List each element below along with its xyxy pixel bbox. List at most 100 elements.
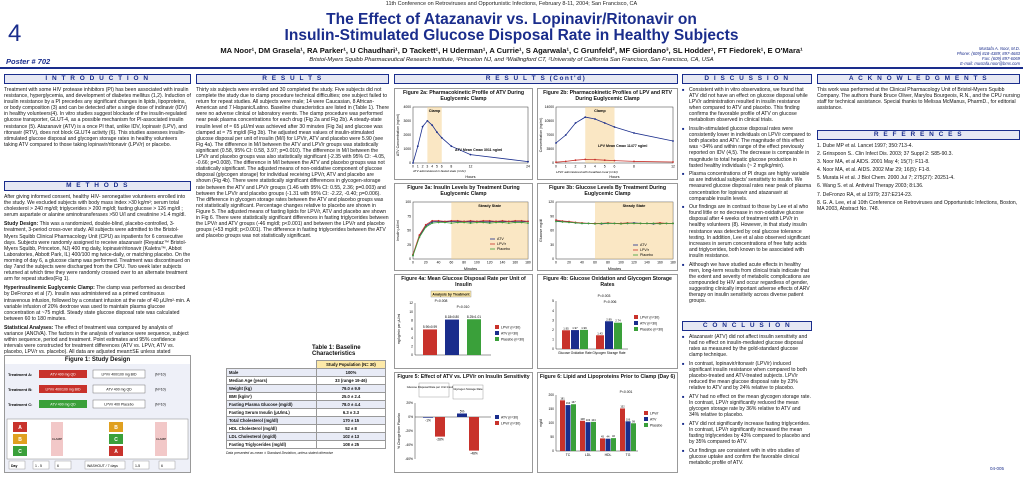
data-point	[495, 221, 497, 224]
y-tick-label: 0	[552, 161, 554, 165]
x-tick-label: 140	[644, 261, 650, 265]
p-value-label: P=0.008	[435, 299, 448, 303]
day-label: 1-5	[135, 464, 140, 468]
data-point	[424, 223, 427, 226]
category-label: Glucose Disposal Rate per Unit Insulin (…	[407, 385, 461, 389]
data-point	[431, 219, 434, 222]
table-cell-label: Fasting Triglycerides (mg/dl)	[226, 440, 317, 449]
chart-caption: LPV/r administered with breakfast meal (…	[556, 170, 618, 174]
figure-2b-title: Figure 2b: Pharmacokinetic Profiles of L…	[543, 90, 672, 102]
x-axis-label: Minutes	[608, 267, 621, 271]
y-tick-label: 50	[407, 229, 411, 233]
data-point	[665, 222, 668, 225]
data-point	[564, 160, 567, 163]
data-point	[469, 222, 472, 224]
y-tick-label: 2	[411, 345, 413, 349]
conclusion-header: C O N C L U S I O N	[682, 321, 812, 331]
figure-3a-title: Figure 3a: Insulin Levels by Treatment D…	[407, 185, 520, 197]
bar-1-1	[605, 321, 613, 349]
clamp-heading: Hyperinsulinemic Euglycemic Clamp:	[4, 285, 95, 292]
x-tick-label: 40	[437, 261, 441, 265]
y-axis-label: Insulin μU/ml	[396, 220, 400, 241]
period-1-box	[13, 422, 27, 432]
legend-swatch	[495, 331, 499, 335]
bar-value-label: 2.74	[615, 319, 621, 323]
data-point	[424, 226, 427, 228]
data-point	[482, 221, 485, 224]
y-tick-label: 3500	[546, 147, 554, 151]
stats-heading: Statistical Analyses:	[4, 324, 54, 331]
data-point	[555, 220, 557, 223]
analysis-box	[430, 290, 472, 298]
x-tick-label: 6	[614, 165, 616, 169]
x-tick-label: 5	[436, 165, 438, 169]
figure-4b-chart: 0 1 2 3 4 5 1.95 1.97 1.99 Glucose Oxidation Rate…	[552, 294, 663, 355]
bar-value-label: 1.43	[597, 331, 603, 335]
x-tick-label: 160	[512, 261, 518, 265]
y-tick-label: 10500	[545, 119, 555, 123]
contact-fax: Fax: (609) 897-6069	[982, 56, 1020, 61]
legend-swatch	[644, 411, 648, 415]
table-col-header: Study Population (N= 30)	[316, 360, 386, 369]
day-cell	[132, 460, 150, 470]
period-2-box	[109, 434, 123, 444]
x-tick-label: 8	[450, 165, 452, 169]
y-tick-label: 3000	[403, 119, 411, 123]
data-point	[501, 219, 504, 222]
affiliations: Bristol-Myers Squibb Pharmaceutical Rese…	[309, 57, 714, 63]
legend-swatch	[495, 421, 499, 425]
y-tick-label: 120	[548, 200, 554, 204]
x-tick-label: 140	[500, 261, 506, 265]
table-row: LDL Cholesterol (mg/dl) 102 ± 13	[226, 432, 386, 441]
bar-0-0	[562, 330, 570, 349]
y-tick-label: 0%	[408, 415, 413, 419]
data-point	[412, 162, 414, 164]
bar-0-1	[565, 405, 571, 451]
legend-label: Placebo (n=30)	[640, 328, 663, 332]
x-tick-label: 12	[671, 165, 675, 169]
x-tick-label: 120	[487, 261, 493, 265]
figure-6-title: Figure 6: Lipid and Lipoproteins Prior t…	[539, 374, 676, 380]
table-cell-label: Total Cholesterol (mg/dl)	[226, 416, 317, 425]
day-label: 6	[161, 464, 163, 468]
y-tick-label: 1	[552, 338, 554, 342]
bar-value-label: -1%	[425, 419, 431, 423]
data-point	[520, 219, 523, 222]
x-tick-label: 2	[422, 165, 424, 169]
x-tick-label: 0	[412, 261, 414, 265]
p-value-label: P=0.010	[457, 305, 470, 309]
table-cell-label: Median Age (years)	[226, 376, 317, 385]
legend-swatch	[634, 321, 638, 325]
period-2-box	[109, 422, 123, 432]
category-label: LDL	[585, 453, 591, 457]
y-tick-label: 25	[407, 243, 411, 247]
x-tick-label: 20	[424, 261, 428, 265]
bar-value-label: 8.18±0.80	[445, 315, 459, 319]
study-design-heading: Study Design:	[4, 221, 39, 228]
y-tick-label: -20%	[405, 429, 413, 433]
conclusion-item: ATV did not significantly increase fasti…	[682, 421, 812, 445]
figure-4a-chart: Analysis by Treatment 0 2 4 6 8 10 12 mg/kg/min …	[397, 290, 524, 357]
period-1-box	[13, 434, 27, 444]
table-1: Table 1: Baseline Characteristics Study …	[226, 344, 386, 473]
data-point	[574, 122, 577, 124]
table-row: Fasting Triglycerides (mg/dl) 108 ± 25	[226, 440, 386, 449]
intro-text: Treatment with some HIV protease inhibit…	[4, 87, 191, 148]
data-point	[561, 221, 564, 223]
legend-label: ATV (n=30)	[501, 332, 518, 336]
x-tick-label: 80	[606, 261, 610, 265]
bar-1-1	[585, 422, 591, 451]
table-row: Male 100%	[226, 368, 386, 377]
data-point	[594, 222, 596, 225]
discussion-item: Our findings are in contrast to those by…	[682, 204, 812, 259]
data-point	[587, 222, 590, 225]
bar-1-2	[591, 421, 596, 451]
table-cell-label: Fasting Serum Insulin (μU/mL)	[226, 408, 317, 417]
y-tick-label: 10	[409, 310, 413, 314]
legend-label: LPV/r (n=30)	[501, 422, 520, 426]
x-tick-label: 3	[426, 165, 428, 169]
x-tick-label: 40	[580, 261, 584, 265]
data-point	[463, 221, 466, 224]
data-point	[440, 136, 443, 139]
data-point	[469, 219, 472, 222]
